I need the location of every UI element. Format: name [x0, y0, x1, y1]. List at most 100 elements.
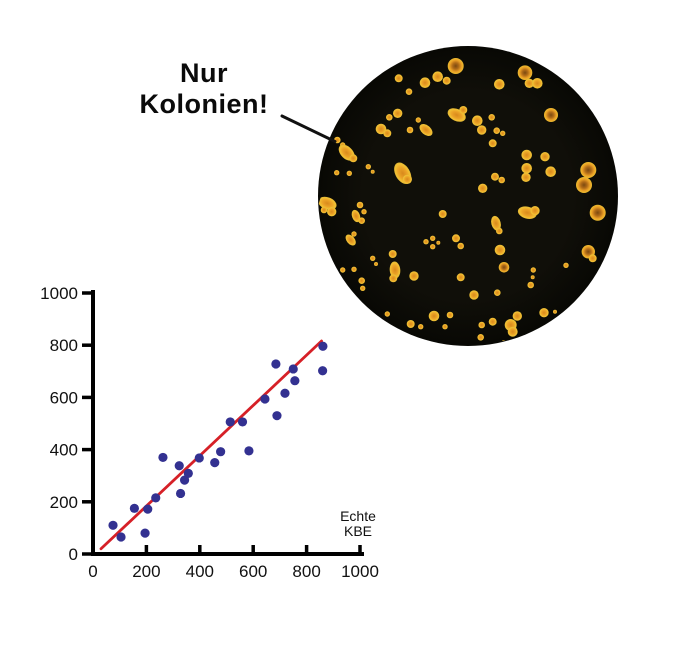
y-tick-label: 600 — [50, 388, 78, 407]
y-tick-label: 0 — [69, 545, 78, 564]
colony — [334, 170, 340, 176]
colony — [496, 227, 503, 235]
colony — [384, 311, 390, 317]
colony — [406, 126, 414, 134]
colony — [351, 209, 361, 223]
colony — [580, 162, 597, 178]
colony — [472, 115, 483, 126]
colony — [383, 129, 392, 138]
scatter-point — [237, 417, 248, 427]
x-axis-caption: KBE — [344, 523, 372, 539]
colony — [358, 217, 365, 224]
scatter-point — [271, 359, 281, 369]
scatter-point — [143, 504, 153, 514]
colony — [457, 242, 464, 250]
scatter-point — [225, 417, 235, 427]
colony — [370, 169, 375, 174]
colony — [576, 177, 592, 193]
colony — [436, 240, 441, 245]
annotation-text: Nur Kolonien! — [104, 58, 304, 120]
colony — [477, 125, 487, 135]
scatter-point — [280, 388, 290, 398]
colony — [370, 255, 376, 261]
scatter-point — [175, 488, 186, 499]
x-tick-label: 800 — [292, 562, 320, 581]
colony — [389, 274, 398, 283]
colony — [375, 123, 387, 135]
y-tick-label: 400 — [50, 441, 78, 460]
scatter-point — [260, 394, 270, 404]
scatter-point — [174, 461, 184, 471]
colony — [402, 174, 412, 184]
colony — [488, 317, 497, 326]
scatter-point — [210, 458, 220, 468]
x-tick-label: 400 — [186, 562, 214, 581]
colony — [365, 164, 371, 170]
scatter-point — [318, 341, 328, 351]
y-tick-label: 200 — [50, 493, 78, 512]
colony — [512, 311, 522, 321]
colony — [532, 78, 543, 89]
scatter-point — [290, 376, 300, 386]
x-tick-label: 200 — [132, 562, 160, 581]
scatter-point — [244, 446, 254, 456]
colony — [517, 65, 533, 80]
colony — [491, 172, 499, 181]
colony — [527, 281, 534, 289]
colony — [320, 206, 328, 214]
colony — [394, 74, 403, 83]
colony — [419, 123, 433, 137]
y-tick-label: 800 — [50, 336, 78, 355]
colony — [563, 262, 569, 268]
x-tick-label: 1000 — [341, 562, 379, 581]
colony — [478, 183, 488, 193]
colony — [530, 275, 535, 280]
colony — [351, 266, 357, 272]
colony — [521, 149, 532, 161]
scatter-point — [179, 475, 190, 485]
colony — [340, 267, 346, 273]
colony — [544, 108, 558, 122]
colony — [428, 310, 440, 322]
colony — [419, 77, 431, 88]
colony — [459, 106, 468, 114]
colony — [418, 324, 424, 330]
y-tick-label: 1000 — [40, 284, 78, 303]
colony — [351, 231, 357, 237]
colony — [430, 235, 436, 241]
colony — [361, 209, 367, 215]
scatter-point — [272, 411, 282, 421]
colony — [539, 308, 549, 318]
x-tick-label: 0 — [88, 562, 97, 581]
colony — [327, 207, 337, 217]
petri-dish-image — [318, 46, 618, 346]
colony — [521, 163, 532, 174]
scatter-point — [288, 364, 298, 374]
colony — [488, 139, 497, 148]
colony — [498, 262, 510, 273]
colony — [588, 254, 597, 263]
colony — [374, 262, 378, 266]
colony — [318, 196, 337, 210]
colony — [446, 311, 454, 319]
scatter-point — [194, 453, 204, 463]
colony — [406, 320, 415, 328]
scatter-point — [140, 528, 150, 538]
colony — [405, 88, 413, 95]
colony — [386, 114, 393, 121]
scatter-point — [151, 493, 161, 503]
colony — [345, 234, 356, 246]
colony — [349, 154, 358, 163]
colony — [415, 117, 421, 123]
colony — [438, 210, 447, 218]
colony — [452, 234, 460, 243]
colony — [442, 324, 448, 330]
scatter-point — [129, 503, 139, 513]
colony — [507, 326, 518, 337]
colony — [393, 108, 403, 118]
colony — [430, 244, 436, 250]
colony — [442, 76, 451, 85]
colony — [469, 290, 479, 300]
colony — [478, 321, 485, 329]
